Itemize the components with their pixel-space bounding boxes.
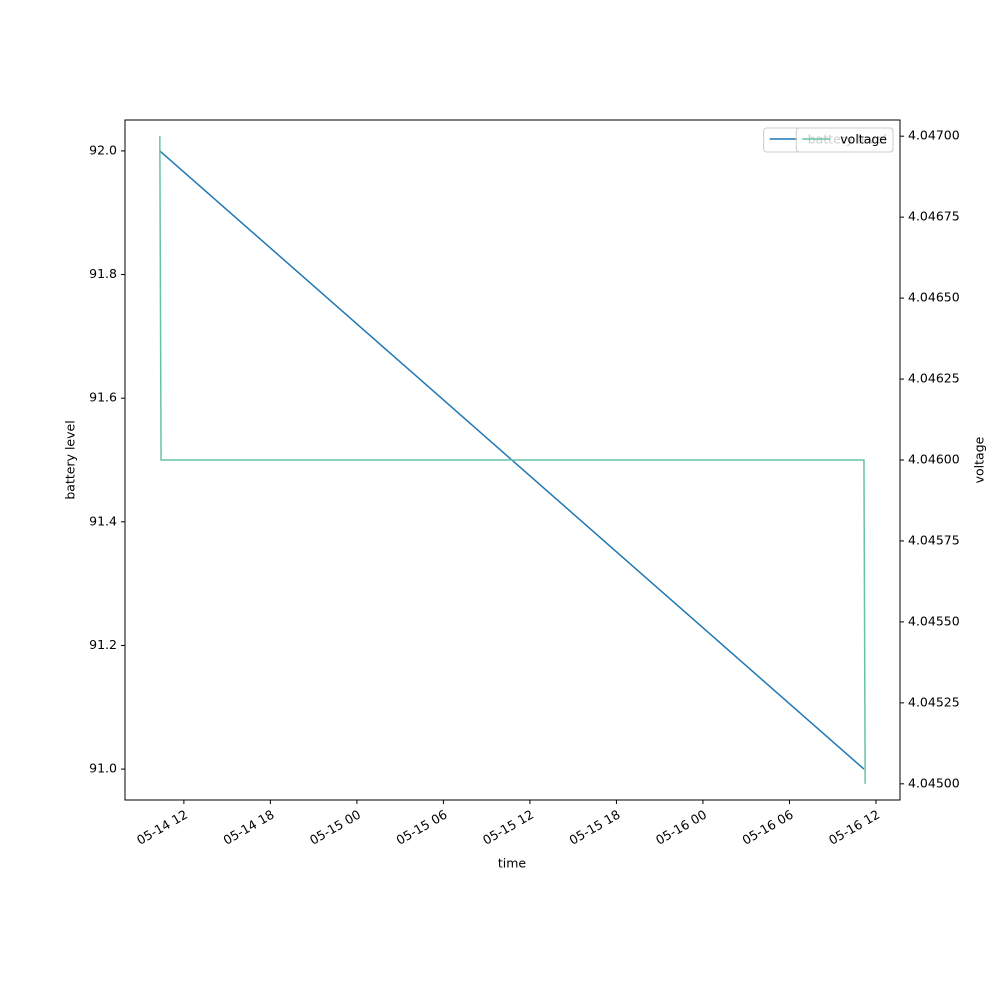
legend: voltage: [795, 127, 894, 153]
y2-axis-label: voltage: [972, 436, 987, 483]
x-tick-label: 05-16 06: [740, 807, 796, 848]
y2-tick-label: 4.04625: [908, 371, 960, 386]
y-tick-label: 91.6: [89, 390, 117, 405]
x-tick-label: 05-16 00: [653, 807, 709, 848]
x-tick-label: 05-14 12: [134, 807, 190, 848]
y-tick-label: 91.8: [89, 266, 117, 281]
y-axis-label: battery level: [63, 420, 78, 499]
legend-label: voltage: [840, 132, 887, 147]
y2-tick-label: 4.04500: [908, 775, 960, 790]
x-tick-label: 05-15 18: [567, 807, 623, 848]
y2-tick-label: 4.04525: [908, 694, 960, 709]
y-tick-label: 91.2: [89, 637, 117, 652]
x-tick-label: 05-15 12: [480, 807, 536, 848]
y-tick-label: 91.0: [89, 761, 117, 776]
x-tick-label: 05-15 00: [307, 807, 363, 848]
y2-tick-label: 4.04575: [908, 532, 960, 547]
y2-tick-label: 4.04550: [908, 613, 960, 628]
y2-tick-label: 4.04700: [908, 128, 960, 143]
y2-tick-label: 4.04650: [908, 290, 960, 305]
y2-tick-label: 4.04675: [908, 209, 960, 224]
y-tick-label: 92.0: [89, 142, 117, 157]
y2-tick-label: 4.04600: [908, 452, 960, 467]
legend-box: [795, 127, 894, 153]
x-tick-label: 05-16 12: [826, 807, 882, 848]
x-tick-label: 05-14 18: [220, 807, 276, 848]
x-tick-label: 05-15 06: [393, 807, 449, 848]
y-tick-label: 91.4: [89, 513, 117, 528]
x-axis-label: time: [498, 856, 527, 871]
series-line: [159, 136, 866, 784]
